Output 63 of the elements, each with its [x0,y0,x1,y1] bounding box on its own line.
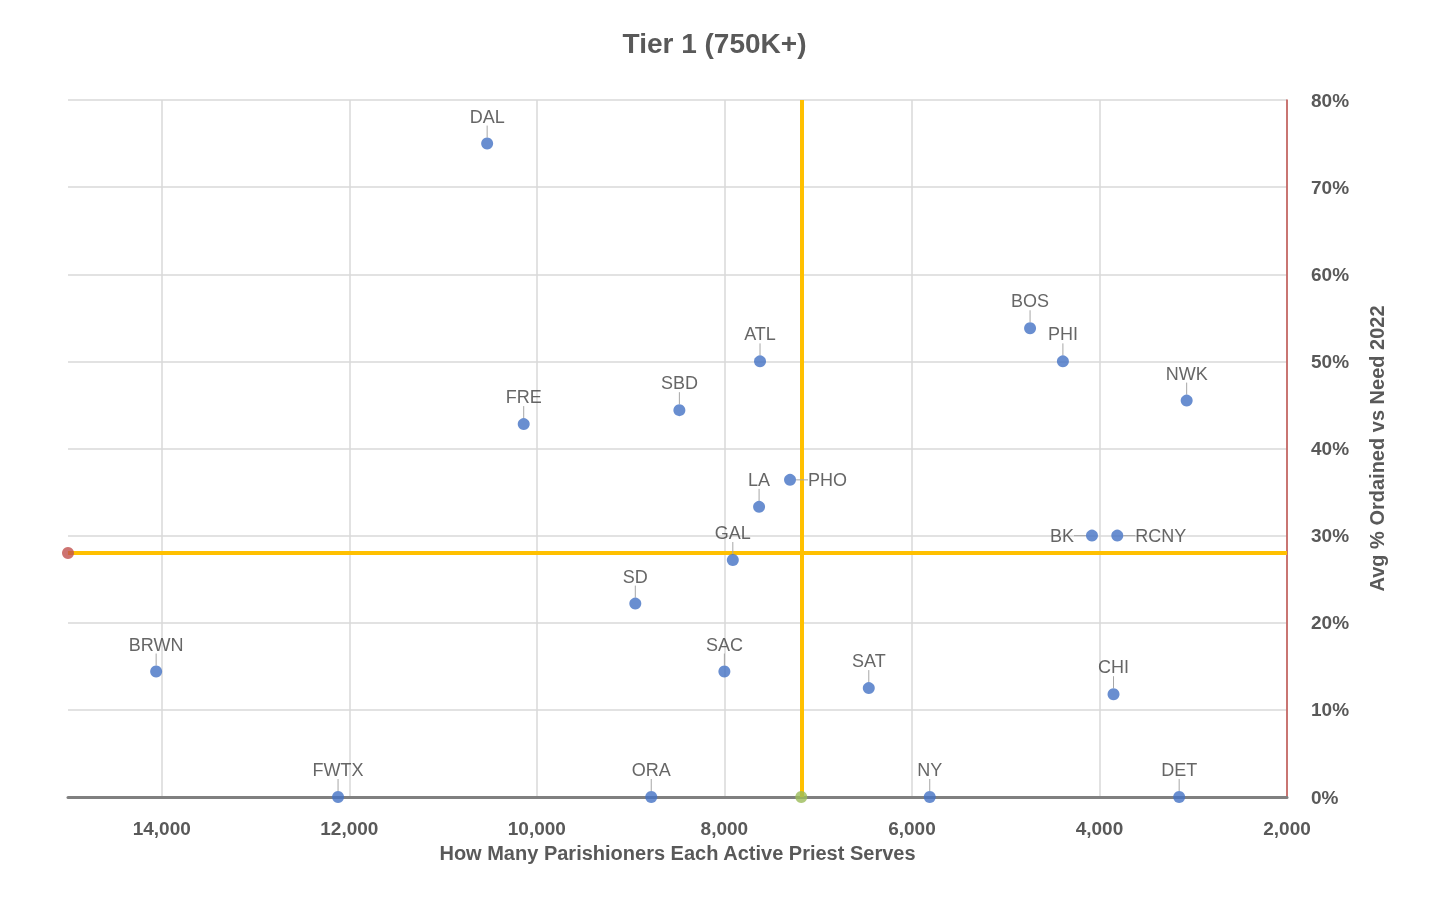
y-tick-label: 50% [1311,350,1350,372]
data-label: LA [748,469,771,490]
data-label: GAL [714,523,751,544]
data-label: CHI [1098,657,1130,678]
point [754,355,767,368]
x-axis-title: How Many Parishioners Each Active Priest Serves [439,841,916,864]
y-tick-label: 20% [1311,612,1350,634]
data-label: SD [622,566,648,587]
data-label: PHO [808,469,848,490]
point [862,682,875,695]
point [1180,394,1193,407]
x-tick-label: 14,000 [132,818,191,839]
point [795,791,808,803]
x-tick-label: 6,000 [888,818,936,839]
point [673,404,686,417]
data-label: FRE [505,387,542,408]
data-label: RCNY [1135,525,1187,546]
y-tick-label: 40% [1311,438,1350,459]
data-label: SBD [660,373,698,394]
point [481,137,494,150]
point [753,500,766,513]
point [718,665,731,678]
y-tick-label: 70% [1311,176,1350,198]
y-axis-title: Avg % Ordained vs Need 2022 [1366,305,1388,592]
x-tick-label: 10,000 [507,818,566,839]
data-label: DET [1161,760,1198,780]
data-label: BRWN [128,634,184,655]
chart-title: Tier 1 (750K+) [622,27,807,59]
data-label: NWK [1165,363,1208,384]
x-tick-label: 4,000 [1075,818,1124,839]
x-tick-label: 12,000 [320,818,379,839]
point [629,597,642,610]
point [1024,322,1037,335]
data-label: ORA [631,760,671,780]
y-tick-label: 0% [1311,786,1339,808]
data-label: BK [1049,525,1074,546]
point [645,791,658,803]
x-tick-label: 8,000 [700,818,749,839]
point [1173,791,1186,803]
point [784,473,797,486]
y-tick-label: 80% [1311,89,1350,111]
point [332,791,345,803]
point [1111,529,1124,542]
data-label: PHI [1047,324,1078,345]
point [1085,529,1098,542]
y-tick-label: 10% [1311,699,1350,721]
point [1107,688,1120,701]
x-tick-label: 2,000 [1263,818,1311,839]
point [62,547,74,560]
data-label: NY [917,760,943,780]
y-tick-label: 30% [1311,525,1350,547]
data-label: FWTX [312,760,364,780]
data-label: SAC [705,634,743,655]
y-tick-label: 60% [1311,263,1350,285]
point [150,665,163,678]
point [1056,355,1069,368]
data-label: SAT [851,651,886,672]
point [726,554,739,567]
data-label: ATL [744,324,776,345]
point [923,791,936,803]
data-label: DAL [469,106,505,127]
point [517,418,530,431]
data-label: BOS [1011,291,1050,312]
